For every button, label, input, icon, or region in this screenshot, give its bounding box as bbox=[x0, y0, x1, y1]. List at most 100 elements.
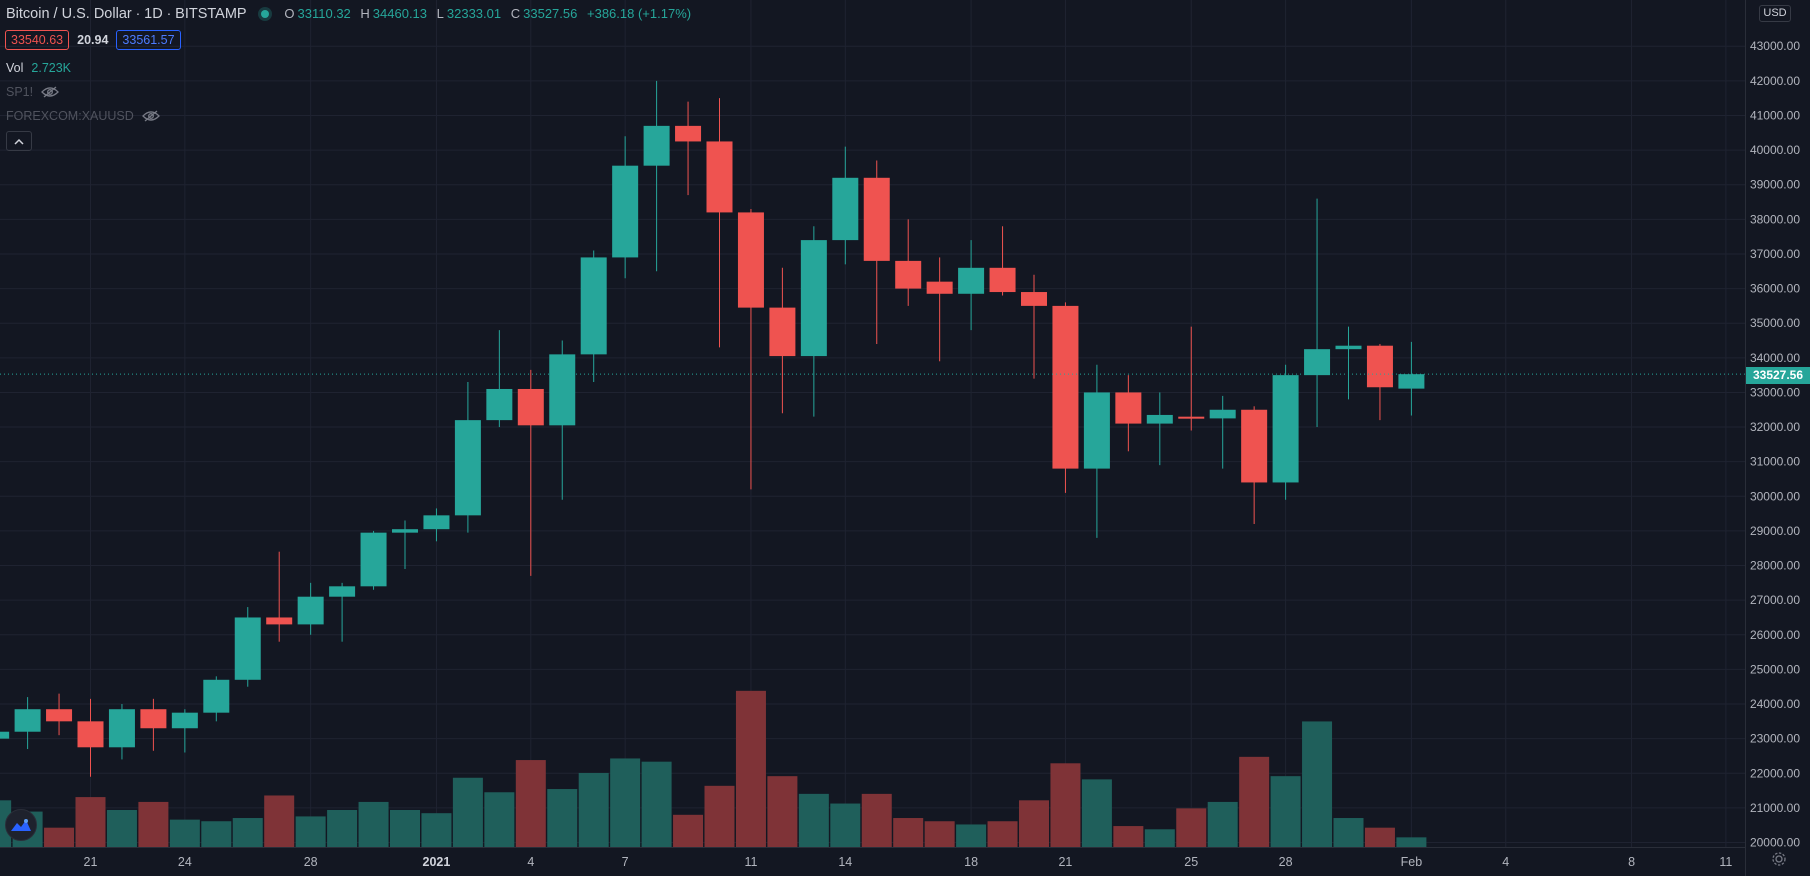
time-tick-label: 11 bbox=[1719, 855, 1732, 869]
candle-body[interactable] bbox=[1052, 305, 1079, 469]
gear-icon[interactable] bbox=[1771, 851, 1787, 867]
symbol-name[interactable]: Bitcoin / U.S. Dollar bbox=[6, 6, 132, 22]
volume-bar bbox=[956, 824, 987, 847]
candle-body[interactable] bbox=[77, 721, 104, 748]
price-tick-label: 43000.00 bbox=[1750, 39, 1800, 53]
volume-bar bbox=[327, 809, 358, 847]
candle-body[interactable] bbox=[863, 177, 890, 261]
candle-body[interactable] bbox=[360, 532, 387, 587]
price-tick-label: 25000.00 bbox=[1750, 662, 1800, 676]
candle-body[interactable] bbox=[423, 515, 450, 530]
candle-body[interactable] bbox=[46, 709, 73, 722]
currency-button[interactable]: USD bbox=[1759, 5, 1791, 22]
indicator-volume[interactable]: Vol 2.723K bbox=[6, 61, 71, 75]
candle-body[interactable] bbox=[392, 529, 418, 533]
volume-bar bbox=[169, 819, 200, 847]
buy-button[interactable]: 33561.57 bbox=[116, 30, 181, 50]
candle-body[interactable] bbox=[1335, 345, 1362, 350]
candle-body[interactable] bbox=[517, 388, 544, 426]
candle-body[interactable] bbox=[140, 709, 167, 729]
sell-button[interactable]: 33540.63 bbox=[5, 30, 70, 50]
volume-bar bbox=[1239, 756, 1270, 847]
price-tick-label: 20000.00 bbox=[1750, 836, 1800, 850]
candle-body[interactable] bbox=[1021, 292, 1047, 306]
candle-body[interactable] bbox=[1241, 409, 1268, 483]
candle-body[interactable] bbox=[800, 240, 827, 357]
volume-bar bbox=[44, 827, 75, 847]
time-tick-label: 2021 bbox=[423, 855, 451, 869]
candle-body[interactable] bbox=[266, 617, 293, 625]
price-tick-label: 41000.00 bbox=[1750, 108, 1800, 122]
candle-body[interactable] bbox=[1272, 375, 1299, 483]
candle-body[interactable] bbox=[989, 267, 1016, 293]
candle-body[interactable] bbox=[0, 731, 10, 739]
volume-bar bbox=[735, 690, 766, 847]
candle-body[interactable] bbox=[1115, 392, 1142, 424]
volume-bar bbox=[232, 818, 263, 847]
interval[interactable]: 1D bbox=[144, 6, 163, 22]
candle-body[interactable] bbox=[1146, 414, 1173, 424]
candle-body[interactable] bbox=[234, 617, 261, 680]
price-tick-label: 33000.00 bbox=[1750, 385, 1800, 399]
candle-body[interactable] bbox=[171, 712, 198, 729]
price-tick-label: 39000.00 bbox=[1750, 178, 1800, 192]
candle-body[interactable] bbox=[14, 709, 41, 732]
collapse-legend-button[interactable] bbox=[6, 131, 32, 151]
candle-body[interactable] bbox=[612, 165, 639, 258]
price-tick-label: 29000.00 bbox=[1750, 524, 1800, 538]
ohlc-values: O 33110.32 H 34460.13 L 32333.01 C 33527.56 … bbox=[284, 6, 692, 21]
candle-body[interactable] bbox=[454, 420, 481, 516]
candle-body[interactable] bbox=[926, 281, 953, 294]
candle-body[interactable] bbox=[329, 586, 356, 597]
volume-bar bbox=[987, 821, 1018, 847]
candle-body[interactable] bbox=[1178, 416, 1205, 419]
candle-body[interactable] bbox=[580, 257, 607, 355]
candlesticks[interactable] bbox=[0, 80, 1425, 777]
candle-body[interactable] bbox=[203, 679, 230, 713]
volume-bar bbox=[75, 797, 106, 847]
time-tick-label: 28 bbox=[304, 855, 318, 869]
indicator-sp1[interactable]: SP1! bbox=[6, 85, 60, 99]
candle-body[interactable] bbox=[1083, 392, 1110, 469]
eye-off-icon[interactable] bbox=[41, 86, 60, 98]
candle-body[interactable] bbox=[832, 177, 859, 241]
candle-body[interactable] bbox=[706, 141, 733, 213]
candle-body[interactable] bbox=[486, 388, 513, 421]
candle-body[interactable] bbox=[895, 260, 922, 289]
candle-body[interactable] bbox=[737, 212, 764, 308]
candle-body[interactable] bbox=[108, 709, 135, 748]
time-tick-label: 25 bbox=[1184, 855, 1198, 869]
bid-ask-panel: 33540.63 20.94 33561.57 bbox=[5, 30, 181, 50]
eye-off-icon[interactable] bbox=[141, 110, 160, 122]
indicator-label: SP1! bbox=[6, 85, 34, 99]
volume-bar bbox=[1081, 779, 1112, 847]
volume-bar bbox=[390, 809, 420, 847]
indicator-xauusd[interactable]: FOREXCOM:XAUUSD bbox=[6, 109, 160, 123]
last-price-label: 33527.56 bbox=[1746, 367, 1810, 384]
candle-body[interactable] bbox=[1304, 349, 1331, 376]
price-tick-label: 35000.00 bbox=[1750, 316, 1800, 330]
candle-body[interactable] bbox=[297, 596, 324, 625]
price-tick-label: 38000.00 bbox=[1750, 212, 1800, 226]
tradingview-logo-icon[interactable] bbox=[5, 809, 37, 841]
volume-bar bbox=[924, 821, 955, 847]
candle-body[interactable] bbox=[1366, 345, 1393, 388]
volume-bar bbox=[1207, 801, 1238, 847]
low-value: 32333.01 bbox=[446, 6, 502, 21]
indicator-value: 2.723K bbox=[31, 61, 72, 75]
candle-body[interactable] bbox=[1398, 374, 1425, 389]
candle-body[interactable] bbox=[769, 307, 796, 357]
price-tick-label: 26000.00 bbox=[1750, 628, 1800, 642]
grid-lines bbox=[0, 0, 1745, 847]
time-axis[interactable]: 21 24 28 2021 4 7 11 14 18 21 25 28 Feb 4 8 11 bbox=[84, 855, 1733, 869]
candle-body[interactable] bbox=[643, 125, 670, 166]
candle-body[interactable] bbox=[549, 354, 576, 426]
candle-body[interactable] bbox=[1209, 409, 1236, 419]
price-axis[interactable]: 20000.00 21000.00 22000.00 23000.00 24000.00… bbox=[1750, 39, 1800, 849]
volume-bar bbox=[830, 803, 861, 847]
volume-bar bbox=[1364, 827, 1395, 847]
volume-bar bbox=[138, 801, 169, 847]
candle-body[interactable] bbox=[958, 267, 985, 294]
candle-body[interactable] bbox=[675, 125, 702, 142]
